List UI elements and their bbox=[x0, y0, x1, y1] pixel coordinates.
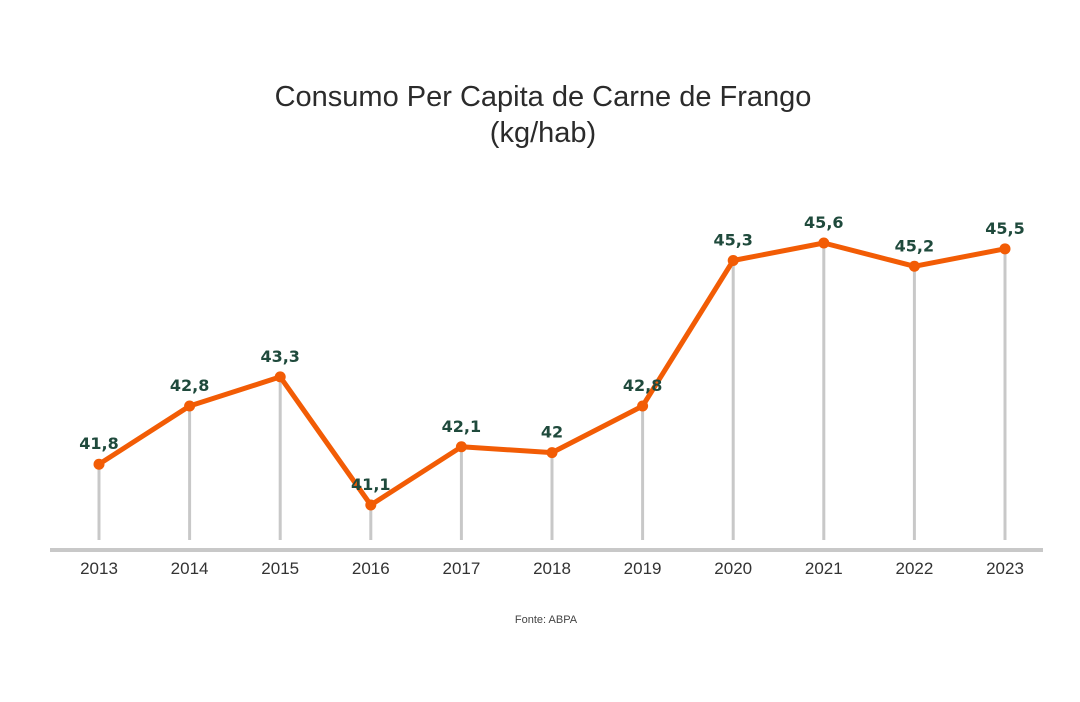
data-label-2022: 45,2 bbox=[895, 236, 934, 255]
x-tick-label-2016: 2016 bbox=[352, 559, 390, 578]
data-point-2013 bbox=[93, 458, 105, 470]
data-point-2014 bbox=[184, 400, 196, 412]
data-label-2015: 43,3 bbox=[260, 347, 299, 366]
data-label-2018: 42 bbox=[541, 423, 563, 442]
data-label-2013: 41,8 bbox=[79, 434, 118, 453]
data-point-2018 bbox=[546, 447, 558, 459]
data-point-2019 bbox=[637, 400, 649, 412]
data-label-2019: 42,8 bbox=[623, 376, 662, 395]
data-point-2015 bbox=[274, 371, 286, 383]
chart-title: Consumo Per Capita de Carne de Frango bbox=[275, 81, 812, 113]
data-points bbox=[93, 237, 1011, 511]
data-point-2022 bbox=[908, 260, 920, 272]
data-point-2023 bbox=[999, 243, 1011, 255]
x-tick-label-2015: 2015 bbox=[261, 559, 299, 578]
chart-subtitle: (kg/hab) bbox=[490, 117, 596, 149]
data-label-2020: 45,3 bbox=[713, 230, 752, 249]
data-label-2017: 42,1 bbox=[442, 417, 481, 436]
x-tick-label-2014: 2014 bbox=[171, 559, 209, 578]
x-tick-label-2018: 2018 bbox=[533, 559, 571, 578]
data-label-2016: 41,1 bbox=[351, 475, 390, 494]
data-label-2021: 45,6 bbox=[804, 213, 843, 232]
x-tick-label-2021: 2021 bbox=[805, 559, 843, 578]
drop-lines bbox=[97, 243, 1007, 540]
data-point-2020 bbox=[727, 254, 739, 266]
data-point-2017 bbox=[455, 441, 467, 453]
x-tick-label-2023: 2023 bbox=[986, 559, 1024, 578]
x-tick-label-2020: 2020 bbox=[714, 559, 752, 578]
data-label-2014: 42,8 bbox=[170, 376, 209, 395]
x-tick-label-2022: 2022 bbox=[895, 559, 933, 578]
x-tick-label-2013: 2013 bbox=[80, 559, 118, 578]
data-labels: 41,8 42,8 43,3 41,1 42,1 42 42,8 45,3 45,6 45,2 45… bbox=[79, 213, 1024, 494]
data-point-2021 bbox=[818, 237, 830, 249]
source-note: Fonte: ABPA bbox=[515, 614, 578, 626]
x-tick-label-2017: 2017 bbox=[442, 559, 480, 578]
data-point-2016 bbox=[365, 499, 377, 511]
x-tick-labels: 2013 2014 2015 2016 2017 2018 2019 2020 2021 2022… bbox=[80, 559, 1024, 578]
x-tick-label-2019: 2019 bbox=[624, 559, 662, 578]
data-label-2023: 45,5 bbox=[985, 219, 1024, 238]
